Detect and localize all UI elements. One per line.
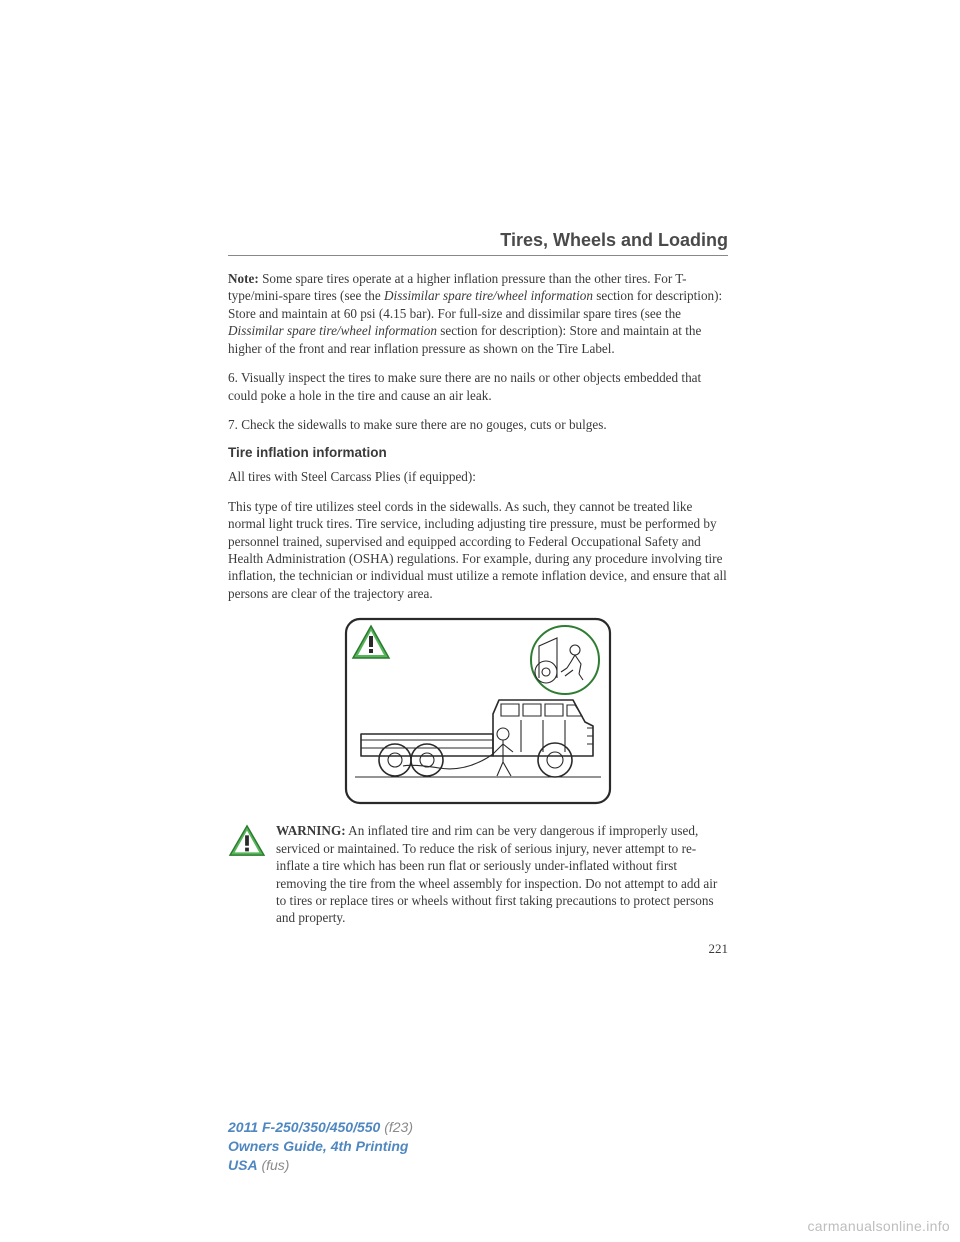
note-paragraph: Note: Some spare tires operate at a high…	[228, 270, 728, 357]
footer-block: 2011 F-250/350/450/550 (f23) Owners Guid…	[228, 1118, 413, 1175]
warning-text: An inflated tire and rim can be very dan…	[276, 823, 717, 925]
footer-line-3: USA (fus)	[228, 1156, 413, 1175]
inset-detail-icon	[531, 626, 599, 694]
footer-line-2: Owners Guide, 4th Printing	[228, 1137, 413, 1156]
truck-illustration	[355, 700, 601, 777]
warning-triangle-icon	[353, 626, 389, 658]
note-ref-1: Dissimilar spare tire/wheel information	[384, 288, 593, 303]
step-7: 7. Check the sidewalls to make sure ther…	[228, 416, 728, 433]
footer-code-2: (fus)	[258, 1157, 290, 1173]
tire-inflation-figure	[343, 616, 613, 806]
para-osha: This type of tire utilizes steel cords i…	[228, 498, 728, 603]
footer-model: 2011 F-250/350/450/550	[228, 1119, 380, 1135]
manual-page: Tires, Wheels and Loading Note: Some spa…	[228, 230, 728, 957]
watermark: carmanualsonline.info	[808, 1218, 951, 1234]
warning-icon	[228, 824, 266, 858]
footer-code-1: (f23)	[380, 1119, 413, 1135]
footer-region: USA	[228, 1157, 258, 1173]
section-rule	[228, 255, 728, 256]
warning-label: WARNING:	[276, 823, 346, 838]
note-label: Note:	[228, 271, 259, 286]
page-number: 221	[228, 941, 728, 957]
section-title: Tires, Wheels and Loading	[228, 230, 728, 251]
footer-line-1: 2011 F-250/350/450/550 (f23)	[228, 1118, 413, 1137]
note-ref-2: Dissimilar spare tire/wheel information	[228, 323, 437, 338]
para-steel-plies: All tires with Steel Carcass Plies (if e…	[228, 468, 728, 485]
warning-paragraph: WARNING: An inflated tire and rim can be…	[276, 822, 728, 927]
step-6: 6. Visually inspect the tires to make su…	[228, 369, 728, 404]
warning-block: WARNING: An inflated tire and rim can be…	[228, 822, 728, 927]
subheading-tire-inflation: Tire inflation information	[228, 445, 728, 460]
technician-icon	[403, 728, 513, 776]
